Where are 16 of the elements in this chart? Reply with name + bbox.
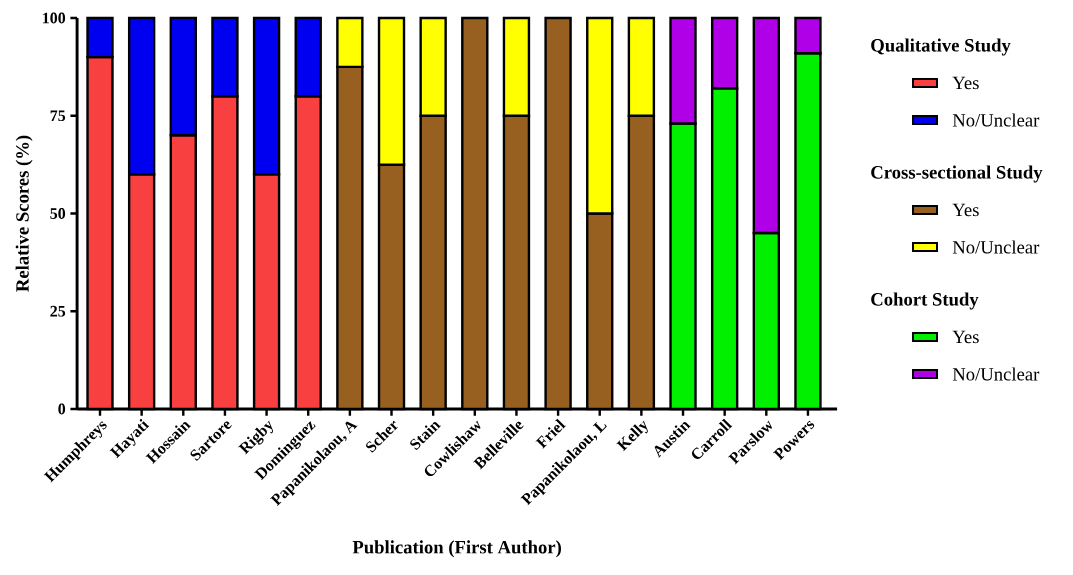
text: Cross-sectional Study	[871, 165, 1043, 183]
y-tick-label: 25	[50, 305, 66, 317]
y-tick-label: 100	[43, 12, 66, 24]
legend-label: Yes	[952, 203, 979, 217]
legend-label: Yes	[952, 76, 979, 90]
text: Qualitative Study	[871, 38, 1011, 56]
y-axis-title: Relative Scores (%)	[15, 135, 33, 292]
x-axis-title: Publication (First Author)	[352, 540, 561, 558]
text: Cohort Study	[871, 292, 979, 310]
y-tick-label: 75	[50, 110, 66, 122]
legend-label: No/Unclear	[952, 367, 1040, 381]
legend-label: No/Unclear	[952, 113, 1040, 127]
y-tick-label: 50	[50, 208, 66, 219]
legend-label: No/Unclear	[952, 240, 1040, 254]
legend-label: Yes	[952, 330, 979, 344]
y-tick-label: 0	[58, 403, 66, 415]
